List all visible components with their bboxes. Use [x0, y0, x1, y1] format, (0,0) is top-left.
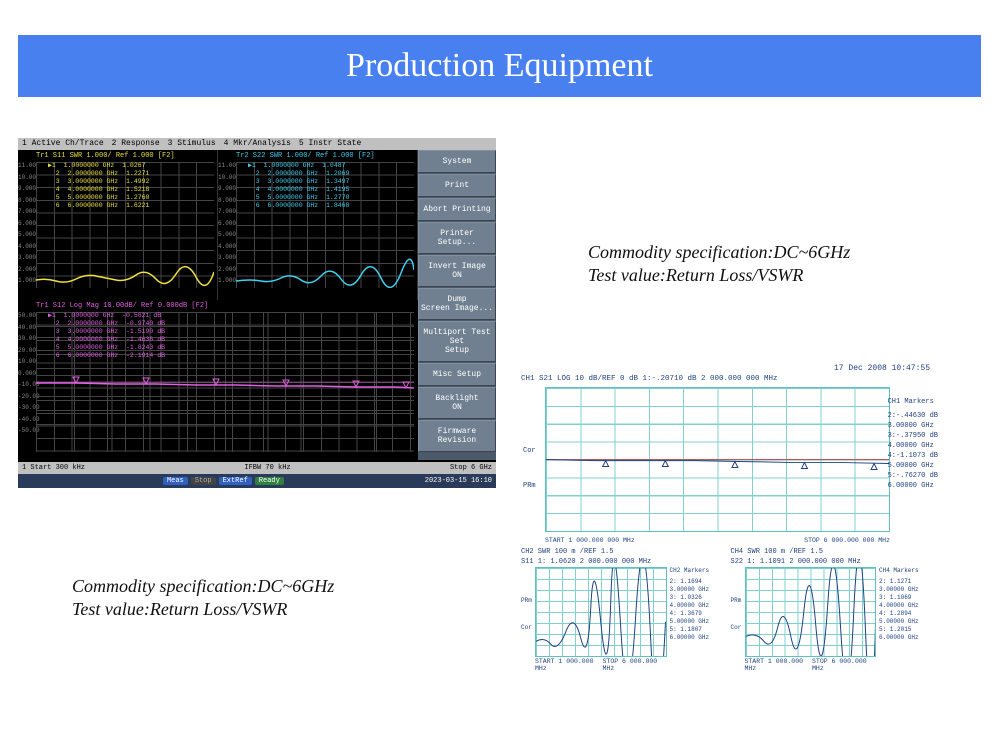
prm-label: PRm: [521, 597, 535, 604]
trace-s22-swr: [746, 568, 876, 656]
ch2-markers: CH2 Markers 2: 1.16943.00000 GHz 3: 1.03…: [667, 567, 725, 657]
top-chart-axis: START 1 000.000 000 MHz STOP 6 000.000 0…: [545, 536, 890, 545]
chart-title: Tr2 S22 SWR 1.000/ Ref 1.000 [F2]: [236, 152, 375, 160]
misc-setup-button[interactable]: Misc Setup: [418, 363, 496, 386]
trace-s11-swr: [536, 568, 666, 656]
s11-swr-small-chart: CH2 SWR 100 m /REF 1.5 S11 1: 1.0620 2 0…: [521, 547, 725, 673]
page-title: Production Equipment: [346, 47, 653, 85]
menu-bar: 1 Active Ch/Trace 2 Response 3 Stimulus …: [18, 138, 496, 150]
dump-screen-button[interactable]: Dump Screen Image...: [418, 288, 496, 320]
status-bar: 1 Start 300 kHz IFBW 70 kHz Stop 6 GHz M…: [18, 462, 496, 488]
s12-logmag-chart: Tr1 S12 Log Mag 10.00dB/ Ref 0.000dB [F2…: [18, 300, 418, 460]
ch1-header: CH1 S21 LOG 10 dB/REF 0 dB 1:-.20710 dB …: [515, 375, 940, 383]
firmware-button[interactable]: Firmware Revision: [418, 420, 496, 452]
stop-badge: Stop: [191, 477, 216, 485]
menu-item[interactable]: 3 Stimulus: [168, 139, 216, 149]
prm-label: PRm: [731, 597, 745, 604]
menu-item[interactable]: 1 Active Ch/Trace: [22, 139, 104, 149]
chart-title: Tr1 S11 SWR 1.000/ Ref 1.000 [F2]: [36, 152, 175, 160]
abort-printing-button[interactable]: Abort Printing: [418, 198, 496, 221]
network-analyzer-1: 1 Active Ch/Trace 2 Response 3 Stimulus …: [18, 138, 496, 488]
cor-label: Cor: [521, 624, 535, 631]
meas-badge: Meas: [163, 477, 188, 485]
y-axis-labels: 11.0010.009.0008.0007.0006.0005.0004.000…: [218, 162, 234, 289]
caption-line: Commodity specification:DC~6GHz: [588, 241, 850, 264]
chart-grid: [745, 567, 877, 657]
caption-line: Test value:Return Loss/VSWR: [588, 264, 850, 287]
start-freq-label: 1 Start 300 kHz: [22, 464, 85, 472]
s11-swr-chart: Tr1 S11 SWR 1.000/ Ref 1.000 [F2] 11.001…: [18, 150, 218, 300]
datetime-label: 17 Dec 2008 10:47:55: [515, 362, 940, 375]
chart-title: Tr1 S12 Log Mag 10.00dB/ Ref 0.000dB [F2…: [36, 302, 208, 310]
s22-swr-chart: Tr2 S22 SWR 1.000/ Ref 1.000 [F2] 11.001…: [218, 150, 418, 300]
caption-left: Commodity specification:DC~6GHz Test val…: [72, 575, 334, 622]
prm-label: PRm: [523, 482, 536, 490]
s21-log-chart: [545, 387, 890, 532]
chart-grid: [535, 567, 667, 657]
datetime-label: 2023-03-15 16:10: [425, 477, 492, 485]
network-analyzer-2: 17 Dec 2008 10:47:55 CH1 S21 LOG 10 dB/R…: [515, 362, 940, 662]
multiport-setup-button[interactable]: Multiport Test Set Setup: [418, 321, 496, 362]
caption-line: Commodity specification:DC~6GHz: [72, 575, 334, 598]
printer-setup-button[interactable]: Printer Setup...: [418, 222, 496, 254]
y-axis-labels: 11.0010.009.0008.0007.0006.0005.0004.000…: [18, 162, 34, 289]
extref-badge: ExtRef: [219, 477, 252, 485]
ready-badge: Ready: [255, 477, 284, 485]
side-panel: System Print Abort Printing Printer Setu…: [418, 150, 496, 460]
menu-item[interactable]: 4 Mkr/Analysis: [224, 139, 291, 149]
ch1-markers: CH1 Markers 2:-.44630 dB3.00000 GHz 3:-.…: [888, 397, 938, 491]
cor-label: Cor: [731, 624, 745, 631]
caption-line: Test value:Return Loss/VSWR: [72, 598, 334, 621]
print-button[interactable]: Print: [418, 174, 496, 197]
marker-table: ▶1 1.0000000 GHz 1.0487 2 2.0000000 GHz …: [248, 162, 349, 210]
caption-right: Commodity specification:DC~6GHz Test val…: [588, 241, 850, 288]
marker-table: ▶1 1.0000000 GHz -0.5621 dB 2 2.0000000 …: [48, 312, 165, 360]
y-axis-labels: 50.0040.0030.0020.0010.000.000-10.00-20.…: [18, 312, 34, 439]
marker-table: ▶1 1.0000000 GHz 1.0267 2 2.0000000 GHz …: [48, 162, 149, 210]
cor-label: Cor: [523, 447, 536, 455]
stop-freq-label: Stop 6 GHz: [450, 464, 492, 472]
menu-item[interactable]: 2 Response: [112, 139, 160, 149]
system-button[interactable]: System: [418, 150, 496, 173]
header-bar: Production Equipment: [18, 35, 981, 97]
status-badges: Meas Stop ExtRef Ready: [163, 477, 284, 485]
invert-image-button[interactable]: Invert Image ON: [418, 255, 496, 287]
menu-item[interactable]: 5 Instr State: [299, 139, 361, 149]
ifbw-label: IFBW 70 kHz: [244, 464, 290, 472]
s22-swr-small-chart: CH4 SWR 100 m /REF 1.5 S22 1: 1.1091 2 0…: [731, 547, 935, 673]
ch4-markers: CH4 Markers 2: 1.12713.00000 GHz 3: 1.10…: [876, 567, 934, 657]
trace-s21: [546, 388, 889, 532]
chart-area: Tr1 S11 SWR 1.000/ Ref 1.000 [F2] 11.001…: [18, 150, 418, 460]
backlight-button[interactable]: Backlight ON: [418, 387, 496, 419]
